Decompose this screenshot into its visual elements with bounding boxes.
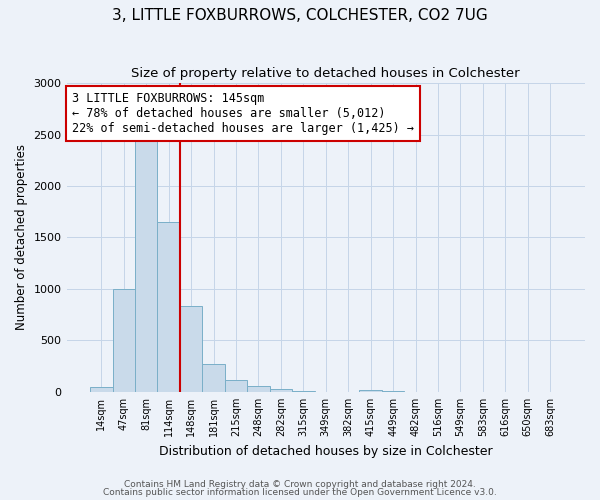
X-axis label: Distribution of detached houses by size in Colchester: Distribution of detached houses by size … <box>159 444 493 458</box>
Text: 3, LITTLE FOXBURROWS, COLCHESTER, CO2 7UG: 3, LITTLE FOXBURROWS, COLCHESTER, CO2 7U… <box>112 8 488 22</box>
Title: Size of property relative to detached houses in Colchester: Size of property relative to detached ho… <box>131 68 520 80</box>
Bar <box>135 138 157 392</box>
Text: Contains HM Land Registry data © Crown copyright and database right 2024.: Contains HM Land Registry data © Crown c… <box>124 480 476 489</box>
Bar <box>225 380 247 392</box>
Text: 3 LITTLE FOXBURROWS: 145sqm
← 78% of detached houses are smaller (5,012)
22% of : 3 LITTLE FOXBURROWS: 145sqm ← 78% of det… <box>72 92 414 136</box>
Bar <box>202 364 225 392</box>
Bar <box>90 387 113 392</box>
Bar <box>269 389 292 392</box>
Y-axis label: Number of detached properties: Number of detached properties <box>15 144 28 330</box>
Text: Contains public sector information licensed under the Open Government Licence v3: Contains public sector information licen… <box>103 488 497 497</box>
Bar <box>247 386 269 392</box>
Bar <box>113 289 135 392</box>
Bar <box>157 222 180 392</box>
Bar <box>359 390 382 392</box>
Bar <box>382 391 404 392</box>
Bar <box>180 306 202 392</box>
